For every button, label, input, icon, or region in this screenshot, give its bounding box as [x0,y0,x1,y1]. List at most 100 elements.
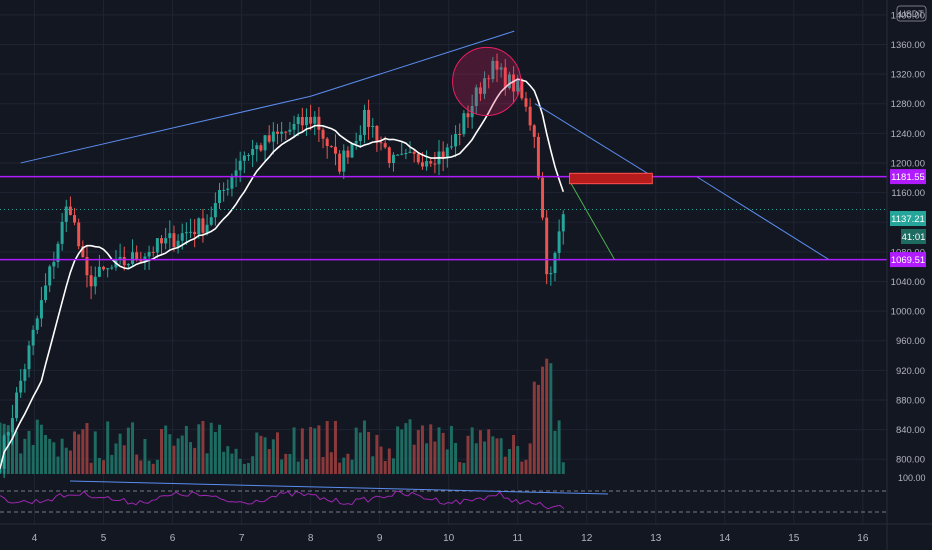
candle-body [338,153,342,172]
candle-body [255,145,259,150]
candle-body [180,233,184,241]
candle-body [126,263,130,266]
candle-body [85,257,89,276]
volume-bar [193,447,197,474]
time-axis-ticks: 4 5 6 7 8 9 10 11 12 13 14 15 16 [32,533,869,544]
volume-bar [425,443,429,474]
candle-body [226,188,230,190]
volume-bar [114,443,118,474]
time-tick-label: 12 [581,533,593,544]
candle-body [483,78,487,94]
volume-bar [296,461,300,474]
volume-bar [292,427,296,474]
candle-body [516,79,520,92]
candle-body [118,256,122,259]
currency-badge-box [896,5,927,22]
time-tick-label: 15 [788,533,800,544]
candle-body [520,79,524,99]
volume-bar [19,453,23,474]
candle-body [197,218,201,235]
candle-body [89,275,93,287]
price-tick-label: 960.00 [896,336,925,347]
volume-bar [524,459,528,474]
volume-bar [549,363,553,474]
candle-body [503,67,507,89]
volume-bar [350,459,354,474]
volume-bar [168,434,172,474]
highlight-zone [568,172,653,185]
volume-bar [209,422,213,474]
volume-bar [396,426,400,474]
volume-bar [73,431,77,474]
candle-body [375,125,379,143]
candle-body [64,206,68,222]
volume-bar [325,421,329,474]
candle-body [60,221,64,244]
volume-bar [383,461,387,474]
volume-bar [408,419,412,474]
volume-bars [0,358,565,474]
volume-bar [288,453,292,474]
candle-body [499,67,503,70]
currency-badge[interactable]: USDT [896,5,927,22]
candle-body [131,252,135,264]
time-tick-label: 6 [170,533,176,544]
volume-bar [205,453,209,474]
candle-body [189,231,193,233]
candle-body [209,217,213,225]
candle-body [321,129,325,139]
candle-body [263,135,267,151]
volume-bar [184,425,188,474]
time-tick-label: 11 [513,533,524,544]
volume-bar [342,457,346,474]
volume-bar [93,431,97,474]
volume-bar [329,452,333,474]
candle-body [271,131,275,142]
volume-bar [536,384,540,474]
volume-bar [375,434,379,474]
volume-bar [520,461,524,474]
candle-body [35,318,39,330]
volume-bar [321,457,325,474]
volume-bar [172,445,176,474]
volume-bar [445,449,449,474]
volume-bar [10,429,14,474]
volume-bar [52,442,56,474]
current-price-tag: 1137.21 41:01 [890,211,926,244]
volume-bar [222,451,226,474]
price-tick-label: 1160.00 [891,188,925,199]
candle-body [48,266,52,286]
volume-bar [251,456,255,474]
volume-bar [230,453,234,474]
candle-body [247,155,250,157]
volume-bar [437,427,441,474]
candle-body [512,74,516,92]
volume-bar [60,438,64,474]
candle-body [404,153,408,155]
price-tick-label: 920.00 [896,366,925,377]
volume-bar [391,458,395,474]
candle-body [408,151,412,154]
volume-bar [491,436,495,474]
candle-body [176,240,180,247]
price-tick-label: 1400.00 [891,10,925,21]
candle-body [44,285,48,301]
candle-body [275,131,279,134]
candle-body [383,143,387,148]
candle-body [304,117,308,126]
volume-bar [528,443,532,474]
volume-bar [338,462,342,474]
candle-body [135,252,139,260]
volume-bar [354,427,358,474]
candle-body [487,78,491,80]
candle-body [222,189,226,191]
volume-bar [81,429,85,474]
volume-bar [35,419,39,474]
candle-body [213,203,217,218]
currency-badge-label: USDT [899,9,924,19]
trendline [696,176,829,260]
candle-body [549,272,553,275]
candle-body [31,329,35,346]
rsi-scale-label: 100.00 [898,473,926,483]
